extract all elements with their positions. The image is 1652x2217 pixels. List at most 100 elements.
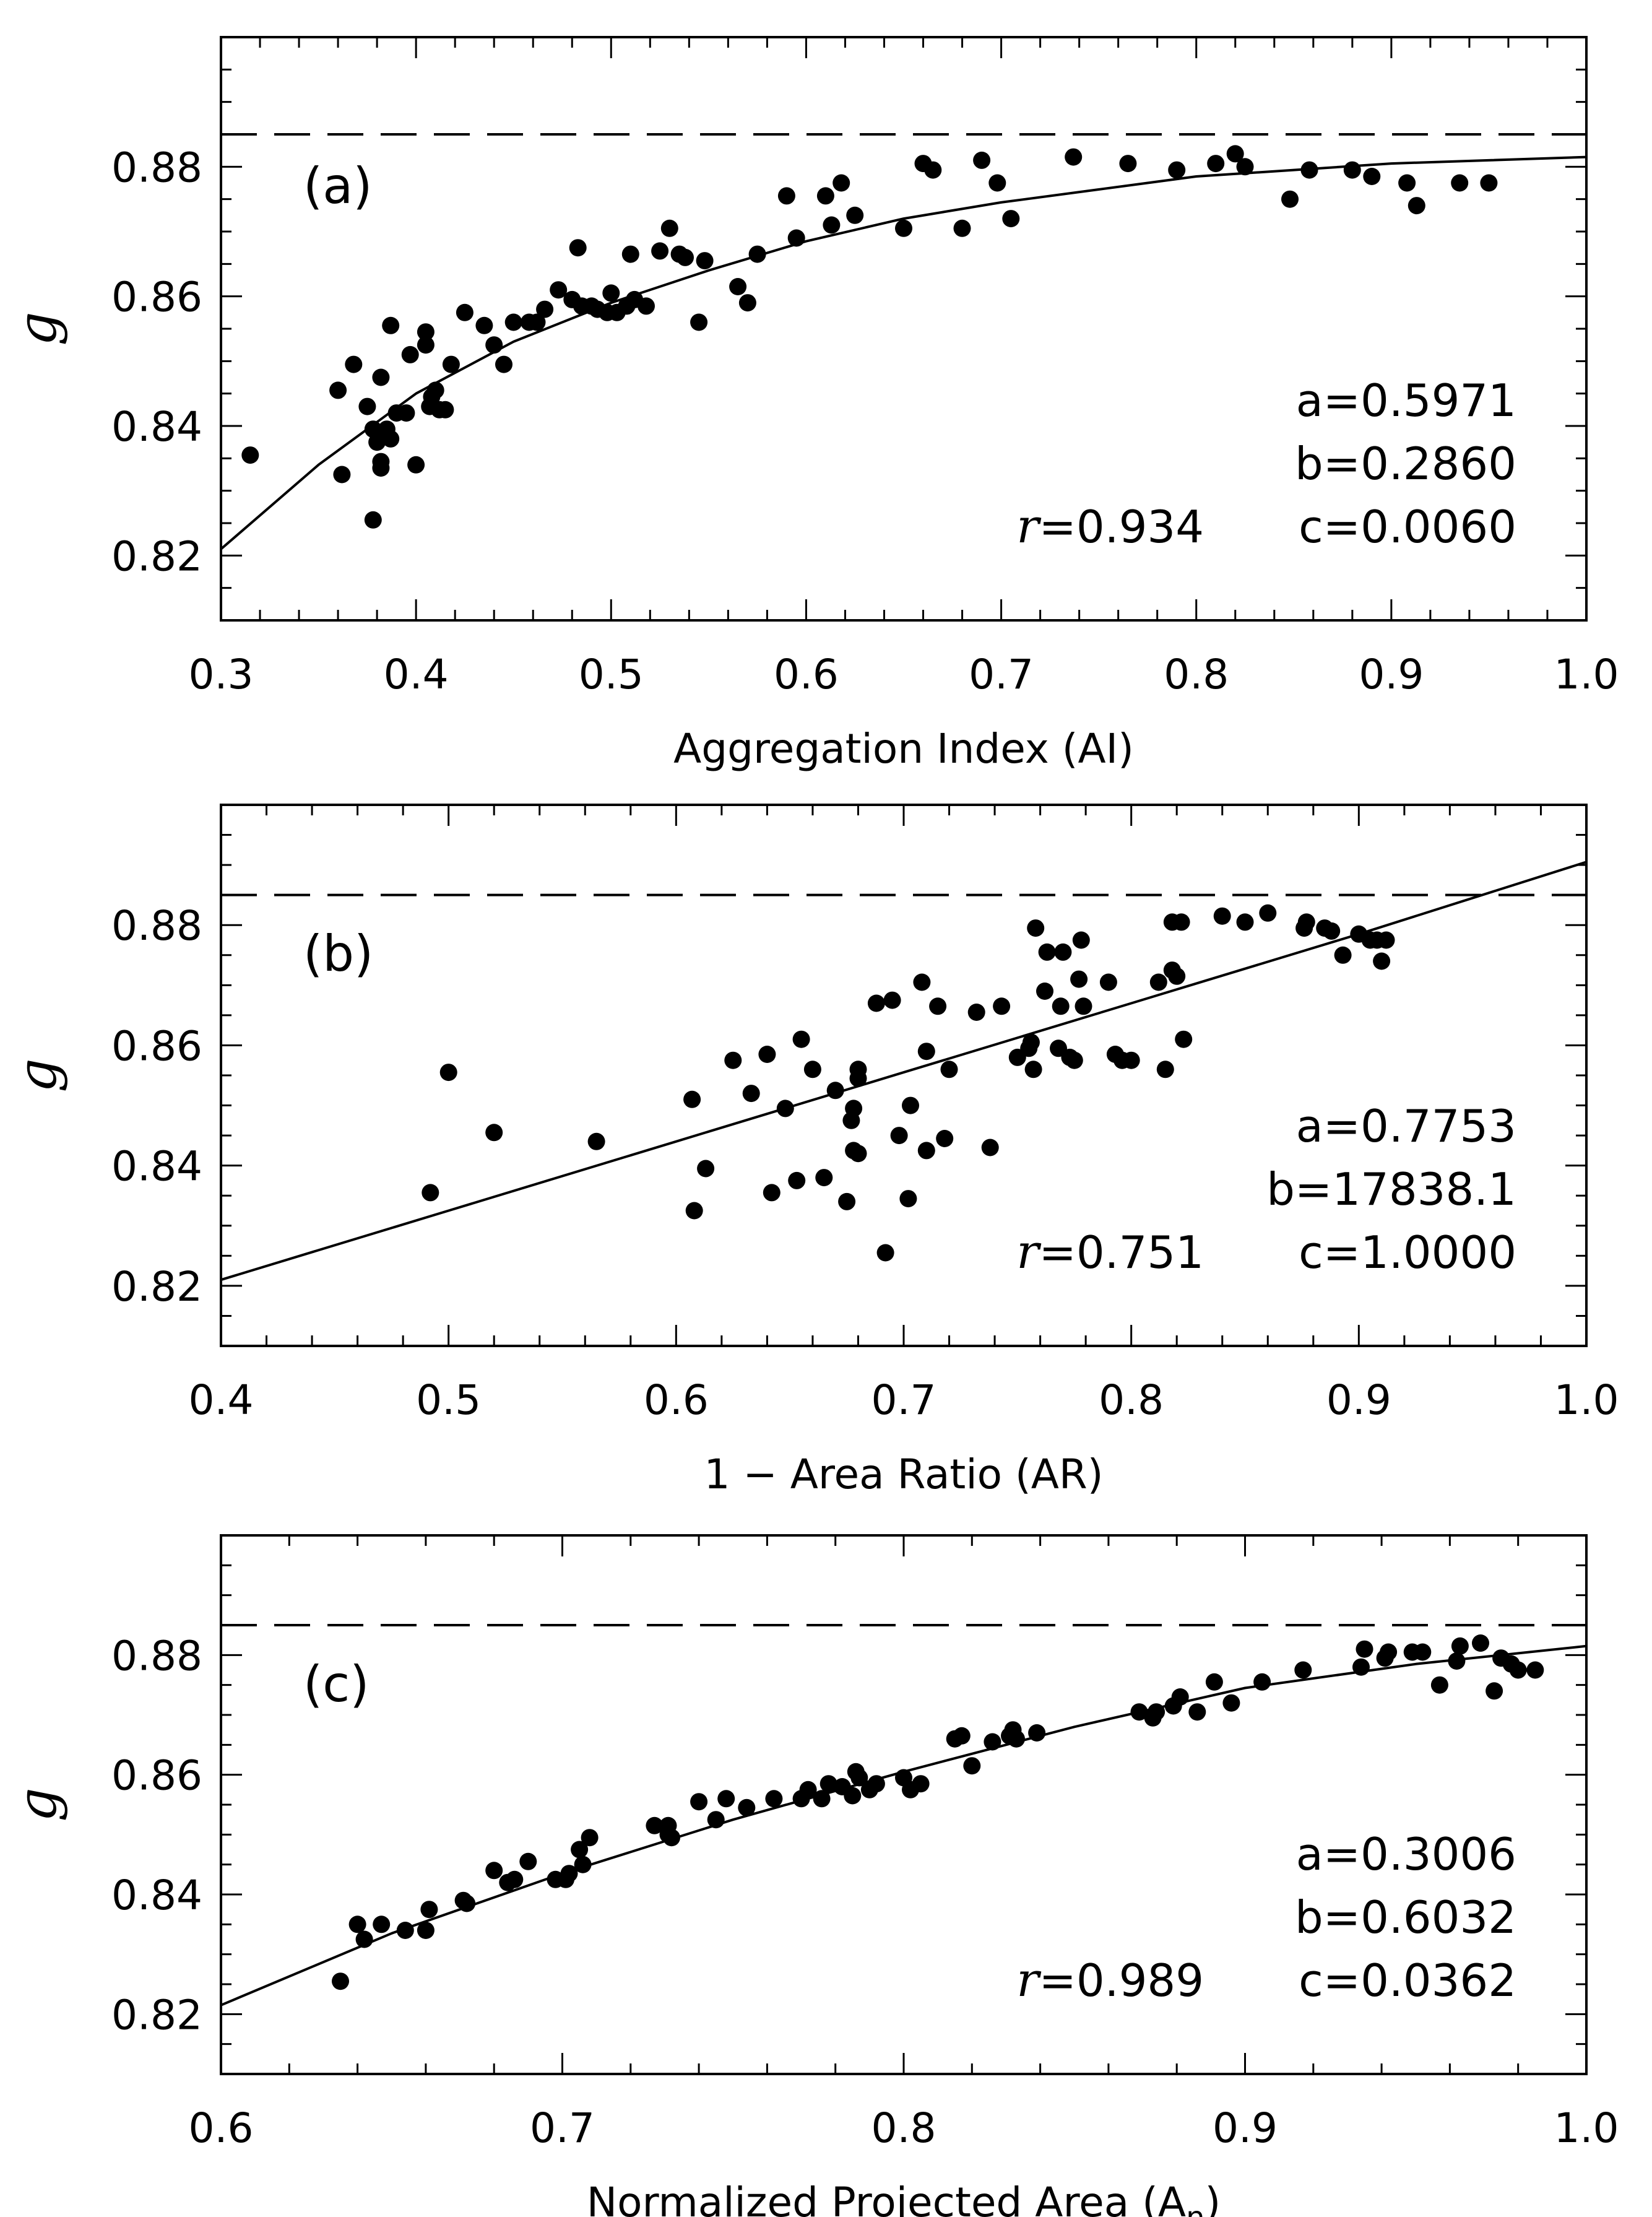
data-point	[765, 1790, 783, 1808]
data-point	[348, 1915, 366, 1933]
x-tick-label: 0.9	[1326, 1376, 1391, 1424]
x-axis-label-close: )	[1204, 2179, 1221, 2217]
fit-curve	[220, 1644, 1587, 2007]
data-point	[587, 1132, 605, 1150]
panel-label: (a)	[303, 157, 372, 215]
data-point	[621, 245, 639, 263]
x-axis-label: 1 − Area Ratio (AR)	[704, 1451, 1103, 1498]
data-point	[1036, 983, 1053, 1000]
data-point	[1472, 1634, 1489, 1652]
data-point	[924, 161, 942, 179]
data-point	[677, 248, 694, 266]
x-tick-label: 0.5	[579, 651, 644, 698]
data-point	[581, 1829, 599, 1847]
x-tick-label: 0.6	[644, 1376, 709, 1424]
data-point	[364, 511, 382, 529]
data-point	[803, 1061, 821, 1078]
data-point	[364, 420, 382, 438]
data-point	[1149, 973, 1167, 991]
data-point	[1171, 1688, 1189, 1706]
data-point	[368, 433, 386, 451]
data-point	[929, 997, 947, 1015]
data-point	[815, 1169, 833, 1187]
data-point	[569, 239, 587, 257]
x-axis-label-text: Aggregation Index (AI)	[673, 725, 1134, 773]
data-point	[417, 336, 435, 354]
data-point	[1148, 1703, 1165, 1721]
data-point	[895, 219, 912, 237]
annotation-c: c=0.0362	[1299, 1955, 1516, 2007]
data-point	[1028, 1724, 1046, 1742]
data-point	[382, 316, 400, 334]
data-point	[1297, 913, 1315, 931]
x-tick-label: 0.8	[871, 2104, 936, 2152]
data-point	[912, 1775, 930, 1793]
data-point	[1526, 1661, 1544, 1679]
data-point	[506, 1870, 524, 1888]
x-tick-label: 1.0	[1554, 2104, 1619, 2152]
x-axis-label: Normalized Projected Area (An)	[587, 2179, 1221, 2217]
data-point	[1451, 174, 1469, 192]
data-point	[1334, 946, 1352, 964]
x-tick-label: 0.3	[189, 651, 254, 698]
data-point	[1207, 155, 1225, 173]
data-point	[475, 316, 493, 334]
data-point	[876, 1244, 894, 1262]
data-point	[1156, 1061, 1174, 1078]
data-point	[823, 216, 841, 234]
y-tick-label: 0.86	[111, 1022, 202, 1070]
data-point	[1065, 148, 1083, 166]
data-point	[536, 300, 554, 318]
data-point	[560, 1865, 578, 1883]
data-point	[436, 401, 454, 419]
data-point	[953, 1727, 971, 1745]
data-point	[519, 1852, 537, 1870]
data-point	[417, 1922, 435, 1939]
x-tick-label: 0.7	[969, 651, 1034, 698]
y-tick-label: 0.86	[111, 1752, 202, 1800]
data-point	[1119, 155, 1137, 173]
panel-c: 0.6 0.7 0.8 0.9 1.0 0.82 0.84 0.86 0.88 g Normaliz…	[7, 1534, 1619, 2217]
data-point	[1294, 1661, 1312, 1679]
data-point	[420, 1901, 438, 1919]
data-point	[738, 294, 756, 312]
data-point	[372, 453, 390, 471]
data-point	[981, 1139, 999, 1156]
data-point	[1377, 931, 1395, 949]
y-tick-label: 0.82	[111, 1991, 202, 2039]
data-point	[867, 994, 885, 1012]
x-tick-label: 0.5	[416, 1376, 481, 1424]
data-point	[372, 368, 390, 386]
data-point	[890, 1127, 908, 1145]
x-tick-label: 1.0	[1554, 1376, 1619, 1424]
x-tick-label: 0.7	[871, 1376, 936, 1424]
data-point	[1236, 158, 1254, 176]
data-point	[867, 1775, 885, 1793]
data-point	[1008, 1730, 1025, 1748]
annotation-r: r=0.989	[1016, 1952, 1204, 2007]
data-point	[1099, 973, 1117, 991]
data-point	[660, 219, 678, 237]
data-point	[1259, 904, 1277, 922]
data-point	[1205, 1673, 1223, 1691]
annotation-a: a=0.5971	[1296, 375, 1516, 427]
y-tick-label: 0.86	[111, 274, 202, 321]
data-point	[1072, 931, 1090, 949]
x-tick-label: 0.4	[189, 1376, 254, 1424]
data-point	[602, 284, 620, 302]
data-point	[940, 1061, 958, 1078]
data-point	[902, 1096, 919, 1114]
data-point	[707, 1811, 725, 1829]
data-point	[504, 313, 522, 331]
y-tick-label: 0.84	[111, 1143, 202, 1191]
data-point	[1188, 1703, 1206, 1721]
annotation-c: c=1.0000	[1299, 1226, 1516, 1278]
data-point	[738, 1798, 756, 1816]
data-point	[333, 466, 351, 484]
data-point	[332, 1972, 349, 1990]
data-point	[1323, 922, 1341, 940]
x-tick-label: 0.9	[1359, 651, 1424, 698]
x-axis-label: Aggregation Index (AI)	[673, 725, 1134, 773]
data-point	[717, 1790, 735, 1808]
data-point	[638, 297, 655, 315]
